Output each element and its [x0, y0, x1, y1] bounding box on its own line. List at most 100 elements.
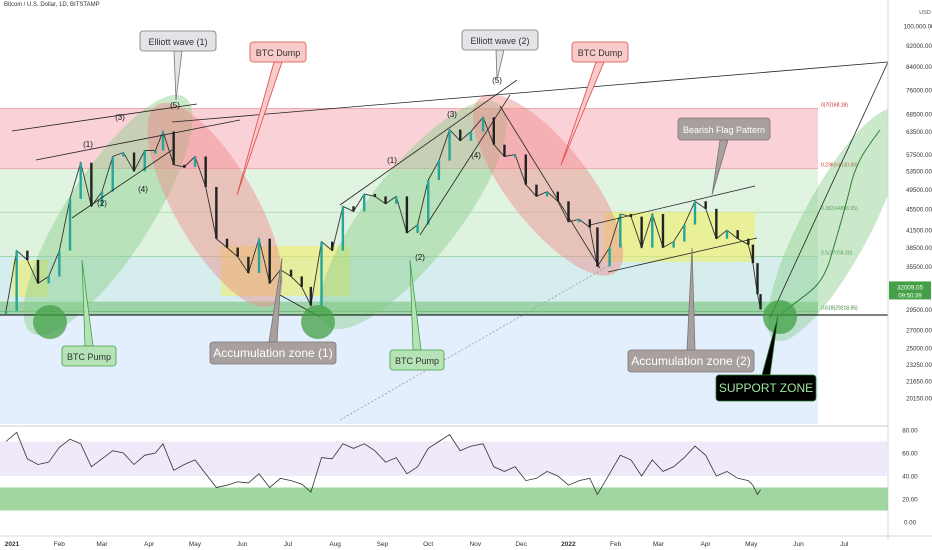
accumulation-box	[604, 212, 755, 262]
price-candle	[100, 191, 104, 207]
y-tick-label: 63500.00	[906, 129, 932, 136]
y-tick-label: 45500.00	[906, 206, 932, 213]
trend-line	[71, 149, 173, 219]
price-candle	[513, 154, 517, 158]
price-candle	[373, 194, 377, 198]
price-candle	[300, 276, 303, 287]
price-candle	[503, 144, 506, 157]
price-candle	[759, 294, 762, 310]
price-candle	[154, 150, 157, 154]
price-candle	[183, 164, 186, 168]
price-candle	[535, 184, 538, 197]
callout-label: BTC Dump	[578, 48, 623, 58]
wave-label: (1)	[387, 156, 397, 165]
price-line	[5, 116, 761, 312]
dump-ellipse-1	[147, 102, 283, 308]
price-candle	[143, 150, 146, 172]
price-candle	[577, 219, 581, 223]
price-candle	[363, 194, 366, 212]
y-tick-label: 49500.00	[906, 187, 932, 194]
fib-label: 0.382(44856.95)	[821, 206, 858, 212]
y-tick-label: 68500.00	[906, 111, 932, 118]
y-tick-label: 35500.00	[906, 264, 932, 271]
price-candle	[90, 162, 93, 207]
x-tick-label: Apr	[700, 541, 711, 548]
price-candle	[15, 250, 18, 311]
y-tick-label: 27000.00	[906, 327, 932, 334]
projected-path	[779, 129, 881, 316]
trend-line	[35, 119, 241, 161]
price-candle	[26, 250, 29, 260]
pump-circle	[33, 305, 67, 339]
pump-channel-1	[23, 94, 193, 336]
wave-label: (5)	[492, 76, 502, 85]
y-tick-label: 76000.00	[906, 87, 932, 94]
x-tick-label: May	[745, 541, 758, 548]
price-axis	[888, 0, 932, 550]
price-candle	[756, 263, 759, 295]
x-tick-label: Jun	[793, 541, 804, 548]
callout-box	[249, 41, 307, 63]
price-candle	[193, 156, 197, 167]
rsi-tick-label: 20.00	[902, 497, 918, 504]
callout-box	[571, 41, 629, 63]
flag-line	[589, 185, 756, 226]
price-candle	[79, 162, 82, 199]
callout-box	[389, 349, 445, 371]
callout-box	[61, 345, 117, 367]
price-candle	[132, 152, 136, 172]
x-tick-label: 2021	[5, 541, 20, 548]
price-candle	[492, 117, 495, 145]
price-candle	[289, 269, 293, 277]
y-tick-label: 84000.00	[906, 64, 932, 71]
rsi-tick-label: 40.00	[902, 474, 918, 481]
price-candle	[693, 201, 697, 225]
price-candle	[608, 247, 611, 267]
price-candle	[588, 219, 592, 228]
trend-line	[11, 103, 198, 132]
price-candle	[736, 230, 739, 239]
wave-label: (1)	[83, 140, 93, 149]
price-candle	[257, 238, 261, 274]
current-price: 32009.05	[897, 284, 923, 291]
price-candle	[416, 224, 419, 233]
callout-label: BTC Pump	[67, 352, 111, 362]
x-tick-label: Oct	[423, 541, 433, 548]
y-tick-label: 25000.00	[906, 345, 932, 352]
callout-box	[627, 349, 755, 373]
price-countdown: 09:50:39	[898, 293, 922, 299]
x-tick-label: Feb	[54, 541, 66, 548]
price-candle	[672, 241, 675, 248]
price-candle	[596, 227, 599, 267]
callout-label: Accumulation zone (2)	[631, 354, 750, 368]
price-candle	[661, 213, 665, 248]
x-tick-label: Nov	[470, 541, 482, 548]
callout-box	[677, 117, 771, 141]
price-candle	[437, 160, 441, 181]
price-candle	[172, 131, 175, 165]
price-candle	[215, 186, 218, 239]
projection-line	[769, 61, 889, 319]
y-tick-label: 53500.00	[906, 169, 932, 176]
price-candle	[747, 238, 750, 245]
price-candle	[448, 129, 451, 161]
dump-ellipse-2	[472, 94, 624, 276]
price-candle	[331, 241, 334, 251]
fib-zone	[0, 168, 818, 213]
price-candle	[111, 156, 114, 192]
x-tick-label: 2022	[561, 541, 576, 548]
callout-box	[715, 374, 817, 402]
price-candle	[405, 196, 409, 233]
wave-label: (2)	[415, 253, 425, 262]
callout-label: Elliott wave (2)	[470, 36, 529, 46]
rsi-tick-label: 60.00	[902, 451, 918, 458]
callout-label: Elliott wave (1)	[148, 37, 207, 47]
trend-line	[499, 105, 601, 269]
callout-box	[139, 30, 217, 52]
x-tick-label: Jul	[840, 541, 849, 548]
price-candle	[122, 152, 125, 157]
x-tick-label: Feb	[610, 541, 622, 548]
x-tick-label: Dec	[515, 541, 527, 548]
price-candle	[704, 201, 707, 209]
